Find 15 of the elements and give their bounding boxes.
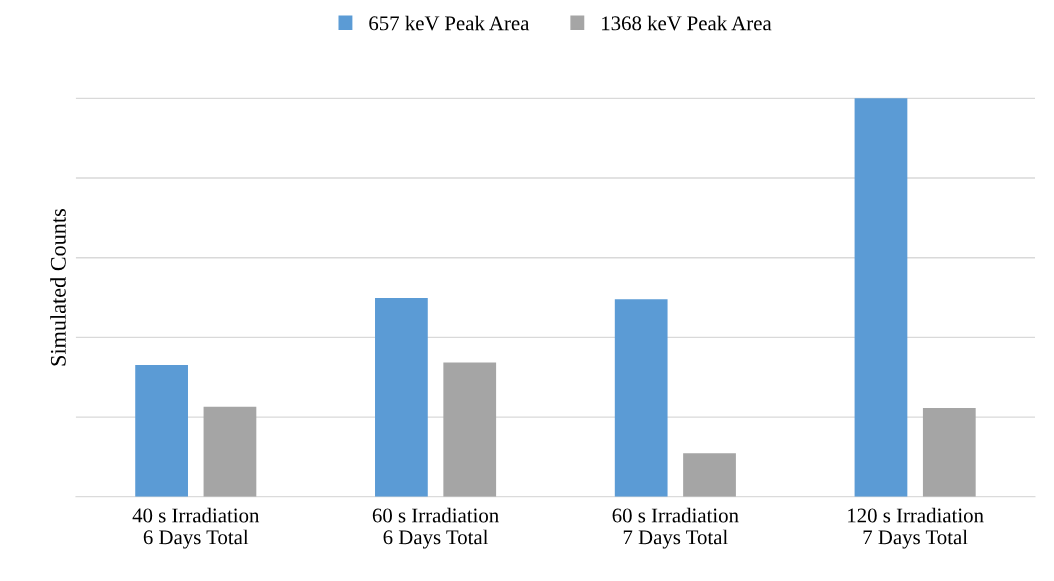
- x-tick-label: 60 s Irradiation 6 Days Total: [372, 507, 499, 549]
- bar: [683, 453, 736, 497]
- x-tick-label: 60 s Irradiation 7 Days Total: [612, 507, 739, 549]
- bar: [922, 407, 976, 497]
- bar: [375, 297, 428, 497]
- bar: [614, 299, 668, 497]
- bar: [135, 364, 188, 497]
- bar: [854, 98, 908, 497]
- x-tick-label: 120 s Irradiation 7 Days Total: [848, 507, 984, 549]
- y-axis-title: Simulated Counts: [50, 209, 66, 366]
- x-tick-label: 40 s Irradiation 6 Days Total: [132, 507, 260, 549]
- bar: [443, 362, 497, 497]
- bar: [203, 406, 257, 497]
- legend-label: 1368 keV Peak Area: [602, 15, 772, 31]
- legend-label: 657 keV Peak Area: [369, 15, 530, 31]
